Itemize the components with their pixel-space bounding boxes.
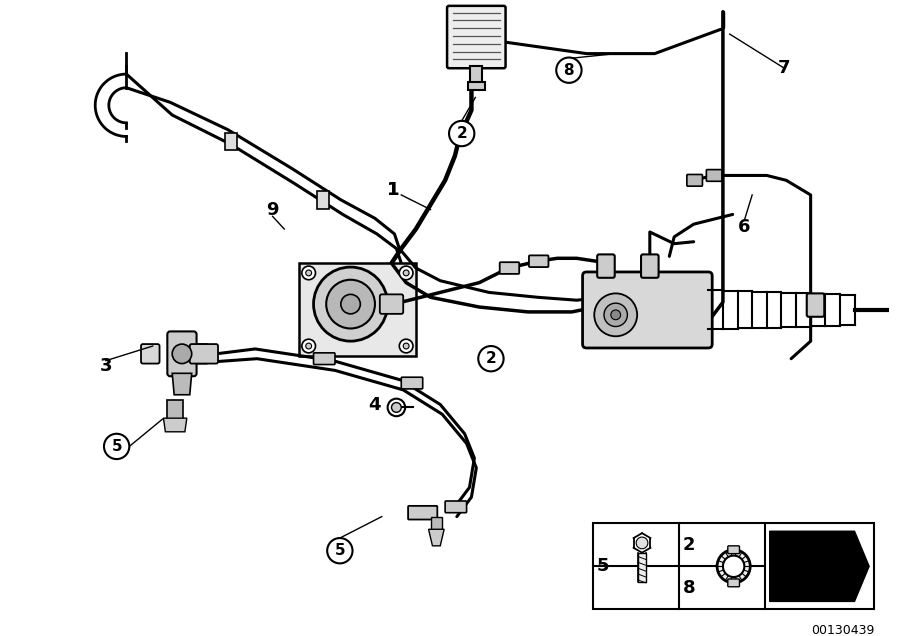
FancyBboxPatch shape xyxy=(446,501,466,513)
FancyBboxPatch shape xyxy=(167,331,196,377)
Text: 5: 5 xyxy=(597,557,609,576)
FancyBboxPatch shape xyxy=(598,254,615,278)
FancyBboxPatch shape xyxy=(728,546,740,554)
Text: 1: 1 xyxy=(387,181,400,199)
Circle shape xyxy=(556,57,581,83)
Circle shape xyxy=(594,293,637,336)
Circle shape xyxy=(302,266,316,280)
Circle shape xyxy=(392,403,401,412)
Circle shape xyxy=(636,537,648,549)
FancyBboxPatch shape xyxy=(313,353,335,364)
Text: 1: 1 xyxy=(387,181,400,199)
FancyBboxPatch shape xyxy=(225,132,237,150)
Circle shape xyxy=(341,294,360,314)
Text: 7: 7 xyxy=(778,59,790,77)
Text: 8: 8 xyxy=(682,579,695,597)
Text: 2: 2 xyxy=(682,536,695,554)
FancyBboxPatch shape xyxy=(728,579,740,587)
Polygon shape xyxy=(770,531,869,602)
Circle shape xyxy=(172,344,192,364)
Text: 2: 2 xyxy=(486,351,496,366)
Circle shape xyxy=(388,399,405,416)
Circle shape xyxy=(302,339,316,353)
Bar xyxy=(467,82,485,90)
Text: 5: 5 xyxy=(335,543,346,558)
FancyBboxPatch shape xyxy=(401,377,423,389)
FancyBboxPatch shape xyxy=(318,191,329,209)
FancyBboxPatch shape xyxy=(500,262,519,274)
FancyBboxPatch shape xyxy=(806,293,824,317)
FancyBboxPatch shape xyxy=(190,344,208,364)
Circle shape xyxy=(403,343,410,349)
Text: 6: 6 xyxy=(738,218,751,236)
FancyBboxPatch shape xyxy=(529,256,548,267)
Circle shape xyxy=(313,267,388,341)
Polygon shape xyxy=(167,399,183,422)
Polygon shape xyxy=(299,263,416,356)
FancyBboxPatch shape xyxy=(408,506,437,520)
Text: 9: 9 xyxy=(266,200,279,219)
Text: 00130439: 00130439 xyxy=(811,624,874,636)
FancyBboxPatch shape xyxy=(380,294,403,314)
FancyBboxPatch shape xyxy=(582,272,712,348)
Polygon shape xyxy=(172,373,192,395)
Circle shape xyxy=(400,339,413,353)
Polygon shape xyxy=(164,418,187,432)
Bar xyxy=(638,553,646,582)
FancyBboxPatch shape xyxy=(141,344,159,364)
Circle shape xyxy=(306,343,311,349)
FancyBboxPatch shape xyxy=(687,174,703,186)
Circle shape xyxy=(403,270,410,276)
Circle shape xyxy=(604,303,627,326)
Circle shape xyxy=(449,121,474,146)
Circle shape xyxy=(717,550,751,583)
Polygon shape xyxy=(430,516,442,533)
Polygon shape xyxy=(428,529,445,546)
Bar xyxy=(593,523,874,609)
Bar xyxy=(471,66,482,84)
FancyBboxPatch shape xyxy=(641,254,659,278)
Text: 5: 5 xyxy=(112,439,122,454)
FancyBboxPatch shape xyxy=(706,170,722,181)
Circle shape xyxy=(478,346,504,371)
Circle shape xyxy=(306,270,311,276)
Circle shape xyxy=(328,538,353,563)
Circle shape xyxy=(611,310,621,320)
Text: 8: 8 xyxy=(563,63,574,78)
FancyBboxPatch shape xyxy=(190,344,218,364)
Circle shape xyxy=(326,280,375,328)
Text: 4: 4 xyxy=(368,396,380,413)
Circle shape xyxy=(104,434,130,459)
Text: 3: 3 xyxy=(100,357,112,375)
FancyBboxPatch shape xyxy=(447,6,506,68)
Circle shape xyxy=(400,266,413,280)
Circle shape xyxy=(723,556,744,577)
Circle shape xyxy=(896,301,900,319)
Text: 2: 2 xyxy=(456,126,467,141)
